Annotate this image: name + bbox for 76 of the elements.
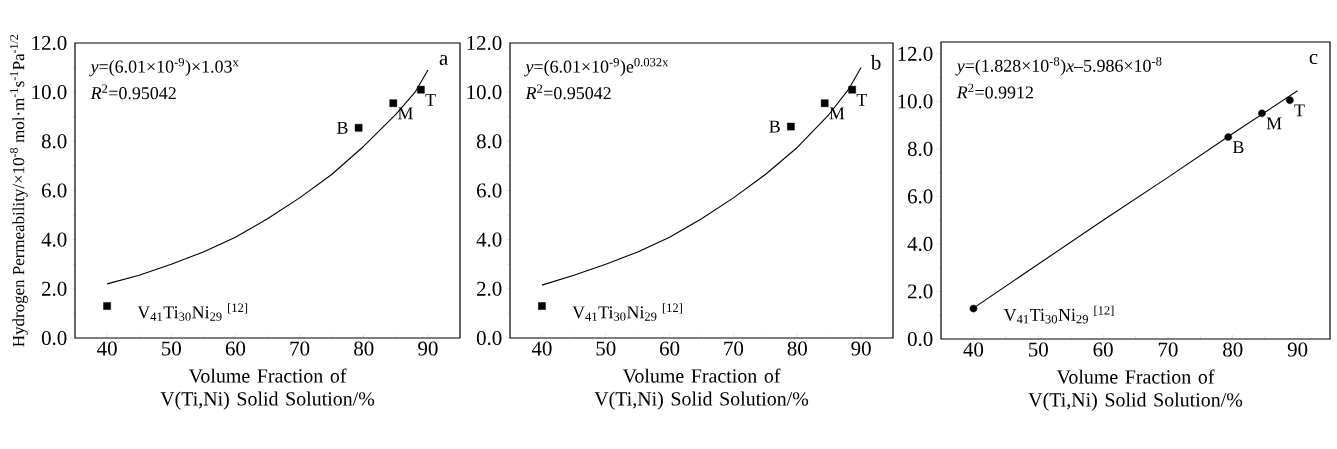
y-tick-label: 2.0 [477,281,502,296]
point [1224,133,1233,141]
y-tick-label: 0.0 [41,330,67,346]
y-tick-label: 4.0 [476,232,502,247]
x-tick-label: 40 [531,341,552,356]
annotation: b [870,54,881,70]
annotation: V$_{41}$Ti$_{30}$Ni$_{29}$ [12] [1003,305,1114,324]
y-tick-label: 6.0 [42,183,67,198]
x-tick-label: 80 [1223,342,1243,357]
x-tick-label: 60 [1093,342,1113,357]
x-tick-label: 70 [290,341,310,356]
annotation: a [439,54,448,65]
annotation: y=(6.01×10$^{-9}$)e$^{0.032x}$ [524,57,669,77]
x-axis-title: Volume Fraction of V(Ti,Ni) Solid Solution/% [594,368,809,410]
point [538,302,546,310]
y-tick-label: 6.0 [477,183,502,198]
x-tick-label: 40 [97,341,117,356]
x-tick-label: 70 [1158,342,1178,357]
annotation: y=(6.01×10$^{-9}$)×1.03$^{x}$ [89,57,239,77]
annotation: M [1266,117,1282,130]
point [1286,96,1294,104]
point [820,99,829,107]
annotation: R$^{2}$=0.95042 [525,84,611,100]
y-tick-label: 8.0 [41,134,67,149]
y-tick-label: 12.0 [467,35,502,51]
x-tick-label: 50 [1029,342,1048,357]
x-axis-title: Volume Fraction of V(Ti,Ni) Solid Solution/% [160,368,375,410]
y-tick-label: 0.0 [907,331,933,347]
x-axis-title: Volume Fraction of V(Ti,Ni) Solid Solution/% [1028,369,1243,411]
y-axis-title: Hydrogen Permeability/×10$^{-8}$ mol·m$^{-1}$s$^{-1}$Pa$^{-1/2}$ [10,34,28,347]
x-tick-label: 90 [851,341,871,356]
y-tick-label: 10.0 [32,85,67,100]
x-tick-label: 90 [418,341,438,356]
x-tick-label: 60 [225,341,246,356]
point [969,304,978,313]
annotation: R$^{2}$=0.9912 [956,83,1033,99]
point [1258,109,1266,118]
x-tick-label: 60 [660,341,680,356]
x-tick-label: 50 [596,341,616,356]
x-tick-label: 90 [1287,342,1308,357]
y-tick-label: 8.0 [476,134,502,149]
y-tick-label: 2.0 [908,284,933,299]
x-tick-label: 80 [787,341,807,356]
point [354,124,363,132]
y-tick-label: 10.0 [898,94,933,109]
point [417,85,425,94]
y-tick-label: 8.0 [907,141,933,157]
x-tick-label: 70 [724,341,744,356]
annotation: y=(1.828×10$^{-8}$)x–5.986×10$^{-8}$ [955,57,1162,76]
y-tick-label: 2.0 [42,281,67,296]
annotation: c [1309,54,1318,65]
point [103,302,111,310]
point [848,85,856,94]
x-tick-label: 50 [162,341,181,356]
y-tick-label: 4.0 [907,236,933,252]
annotation: B [769,120,780,133]
y-tick-label: 10.0 [467,85,502,100]
x-tick-label: 40 [963,342,984,357]
point [787,122,795,131]
annotation: B [1232,141,1244,154]
annotation: V$_{41}$Ti$_{30}$Ni$_{29}$ [12] [137,303,248,321]
x-tick-label: 80 [354,341,374,356]
annotation: T [425,93,436,106]
annotation: M [829,107,845,120]
annotation: R$^{2}$=0.95042 [90,84,176,100]
annotation: T [856,93,868,106]
y-tick-label: 12.0 [898,46,933,61]
y-tick-label: 6.0 [908,189,933,204]
y-tick-label: 12.0 [32,35,67,51]
annotation: M [397,107,413,120]
annotation: T [1294,104,1305,117]
point [389,99,398,107]
y-tick-label: 0.0 [476,330,502,346]
y-tick-label: 4.0 [41,232,67,247]
annotation: V$_{41}$Ti$_{30}$Ni$_{29}$ [12] [572,303,682,321]
annotation: B [336,121,348,134]
